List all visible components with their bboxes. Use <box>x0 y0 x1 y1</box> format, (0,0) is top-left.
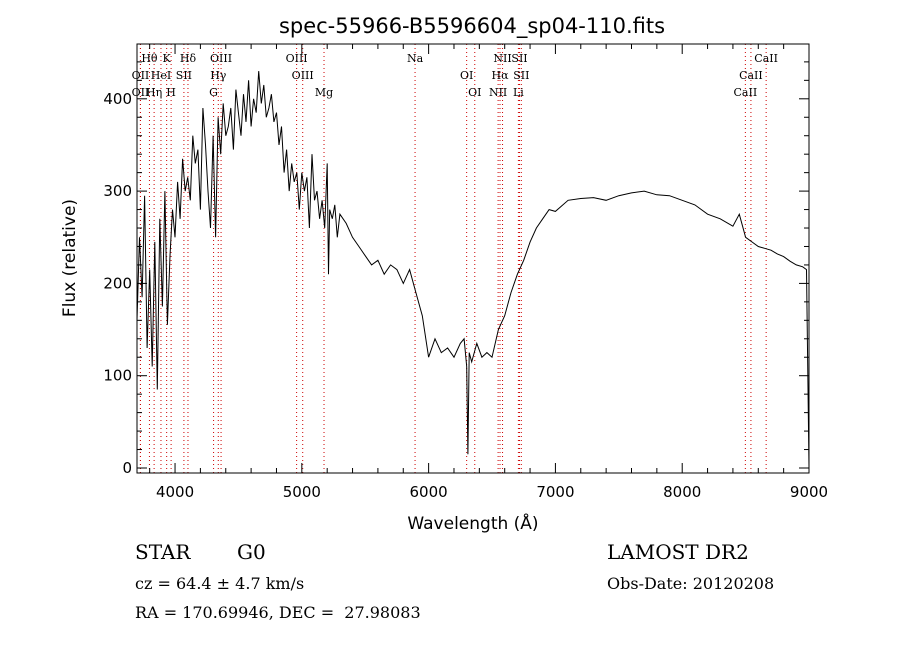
line-marker-lines <box>139 44 767 473</box>
line-marker-label: CaII <box>754 52 778 65</box>
redshift-velocity: cz = 64.4 ± 4.7 km/s <box>135 574 305 593</box>
line-marker-label: G <box>209 86 218 99</box>
y-tick-label: 0 <box>122 459 132 477</box>
y-tick-label: 200 <box>103 274 132 292</box>
y-tick-label: 300 <box>103 182 132 200</box>
line-marker-label: OIII <box>286 52 308 65</box>
line-marker-label: SII <box>176 69 192 82</box>
spectrum-line <box>136 71 810 469</box>
line-marker-label: Na <box>407 52 424 65</box>
x-tick-label: 5000 <box>283 483 321 501</box>
spectrum-chart: spec-55966-B5596604_sp04-110.fits Hθ OII O… <box>60 14 828 534</box>
line-marker-label: K <box>163 52 172 65</box>
line-marker-label: OII <box>132 69 150 82</box>
x-tick-label: 7000 <box>536 483 574 501</box>
y-axis-ticks: 0 100 200 300 400 <box>103 61 809 477</box>
x-axis-ticks: 4000 5000 6000 7000 8000 9000 <box>149 44 828 501</box>
x-tick-label: 9000 <box>790 483 828 501</box>
x-tick-label: 4000 <box>156 483 194 501</box>
object-class: STAR <box>135 540 191 564</box>
y-tick-label: 400 <box>103 90 132 108</box>
line-marker-label: CaII <box>734 86 758 99</box>
line-marker-label: Li <box>513 86 524 99</box>
y-tick-label: 100 <box>103 367 132 385</box>
line-marker-label: OII <box>132 86 150 99</box>
x-tick-label: 6000 <box>410 483 448 501</box>
line-marker-label: OIII <box>292 69 314 82</box>
survey-name: LAMOST DR2 <box>607 540 749 564</box>
observation-date: Obs-Date: 20120208 <box>607 574 775 593</box>
line-marker-label: Hγ <box>210 69 227 82</box>
plot-frame <box>136 43 810 474</box>
coordinates: RA = 170.69946, DEC = 27.98083 <box>135 603 421 622</box>
line-marker-label: OI <box>468 86 481 99</box>
object-subclass: G0 <box>237 540 266 564</box>
line-marker-label: OI <box>460 69 473 82</box>
line-marker-label: Hα <box>491 69 509 82</box>
line-marker-label: H <box>166 86 176 99</box>
y-axis-label: Flux (relative) <box>60 199 80 317</box>
line-marker-label: Hδ <box>180 52 197 65</box>
line-marker-label: CaII <box>739 69 763 82</box>
line-marker-label: Mg <box>315 86 333 99</box>
x-axis-label: Wavelength (Å) <box>407 512 538 534</box>
chart-title: spec-55966-B5596604_sp04-110.fits <box>279 14 665 39</box>
line-marker-label: NII <box>493 52 511 65</box>
line-marker-label: OIII <box>210 52 232 65</box>
line-marker-label: SII <box>513 69 529 82</box>
line-marker-label: NII <box>489 86 507 99</box>
line-marker-label: HeI <box>151 69 171 82</box>
line-marker-label: SII <box>511 52 527 65</box>
line-marker-labels: HθOIIOIIKHeIHηHδSIIHOIIIHγGOIIIOIIIMgNaO… <box>132 52 778 99</box>
line-marker-label: Hθ <box>141 52 158 65</box>
x-tick-label: 8000 <box>663 483 701 501</box>
line-marker-label: Hη <box>146 86 162 99</box>
